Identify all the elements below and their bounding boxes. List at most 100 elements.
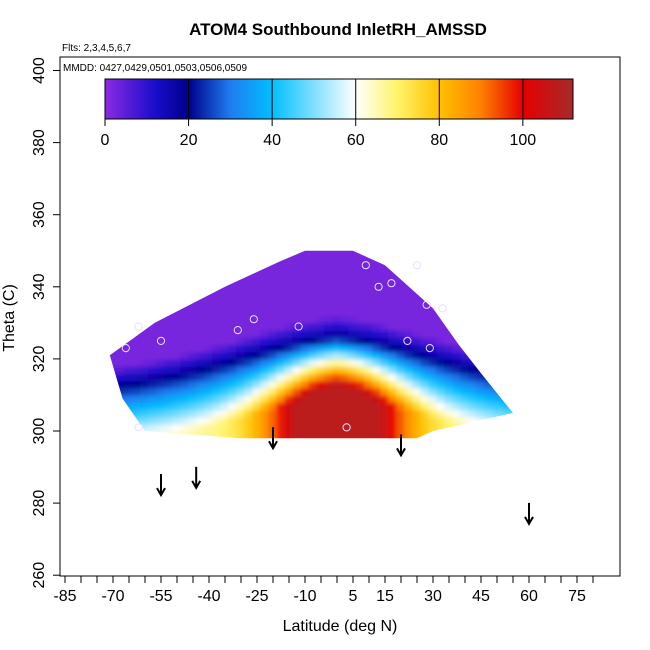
- x-tick-label: -40: [197, 588, 220, 605]
- rh-cell: [420, 308, 429, 317]
- rh-cell: [292, 279, 301, 288]
- rh-cell: [308, 265, 317, 273]
- rh-cell: [452, 387, 461, 396]
- rh-cell: [476, 380, 485, 389]
- rh-cell: [220, 358, 229, 367]
- rh-cell: [436, 294, 445, 302]
- rh-cell: [380, 387, 389, 396]
- rh-cell: [444, 358, 453, 367]
- rh-cell: [116, 394, 125, 403]
- rh-cell: [404, 294, 413, 302]
- rh-cell: [228, 301, 237, 309]
- rh-cell: [156, 250, 165, 259]
- rh-cell: [452, 402, 461, 410]
- rh-cell: [468, 330, 477, 338]
- rh-cell: [452, 250, 461, 259]
- rh-cell: [484, 337, 493, 346]
- profile-point: [233, 326, 242, 335]
- rh-cell: [276, 402, 285, 410]
- rh-cell: [156, 330, 165, 338]
- x-tick-label: 60: [520, 588, 538, 605]
- rh-cell: [252, 286, 261, 295]
- rh-cell: [364, 351, 373, 360]
- rh-cell: [500, 322, 509, 331]
- rh-cell: [364, 286, 373, 295]
- rh-cell: [164, 250, 173, 259]
- rh-cell: [244, 351, 253, 360]
- rh-cell: [124, 351, 133, 360]
- rh-cell: [244, 236, 253, 244]
- rh-cell: [316, 330, 325, 338]
- rh-cell: [452, 416, 461, 425]
- tropopause-arrow: [396, 434, 406, 458]
- rh-cell: [124, 315, 133, 324]
- rh-cell: [124, 387, 133, 396]
- rh-cell: [164, 294, 173, 302]
- rh-cell: [196, 380, 205, 389]
- rh-cell: [332, 286, 341, 295]
- rh-cell: [188, 236, 197, 244]
- rh-cell: [228, 431, 237, 439]
- rh-cell: [380, 250, 389, 252]
- rh-cell: [492, 315, 501, 324]
- rh-cell: [324, 279, 333, 288]
- rh-cell: [372, 315, 381, 324]
- y-tick-label: 360: [31, 201, 48, 228]
- rh-cell: [100, 438, 109, 446]
- rh-cell: [212, 279, 221, 288]
- rh-cell: [284, 366, 293, 374]
- rh-cell: [180, 366, 189, 374]
- rh-cell: [324, 337, 333, 346]
- rh-cell: [252, 358, 261, 367]
- rh-cell: [300, 250, 309, 252]
- rh-cell: [316, 286, 325, 295]
- rh-cell: [484, 258, 493, 266]
- rh-cell: [444, 258, 453, 266]
- rh-cell: [276, 344, 285, 353]
- rh-cell: [148, 308, 157, 317]
- rh-cell: [428, 315, 437, 324]
- rh-cell: [364, 366, 373, 374]
- rh-cell: [420, 322, 429, 331]
- rh-cell: [324, 387, 333, 396]
- rh-cell: [284, 250, 293, 252]
- rh-cell: [468, 416, 477, 425]
- rh-cell: [284, 279, 293, 288]
- rh-cell: [508, 431, 514, 439]
- rh-cell: [508, 402, 514, 410]
- profile-point: [134, 322, 143, 331]
- rh-cell: [460, 265, 469, 273]
- rh-cell: [420, 423, 429, 432]
- rh-cell: [156, 438, 165, 446]
- rh-cell: [268, 315, 277, 324]
- rh-cell: [316, 380, 325, 389]
- rh-cell: [244, 416, 253, 425]
- rh-cell: [508, 279, 514, 288]
- rh-cell: [508, 387, 514, 396]
- rh-cell: [436, 344, 445, 353]
- rh-cell: [100, 373, 109, 381]
- dates-note: MMDD: 0427,0429,0501,0503,0506,0509: [63, 63, 247, 74]
- rh-cell: [260, 387, 269, 396]
- rh-cell: [212, 301, 221, 309]
- rh-cell: [420, 294, 429, 302]
- rh-cell: [388, 330, 397, 338]
- rh-cell: [332, 373, 341, 382]
- rh-cell: [204, 258, 213, 266]
- rh-cell: [332, 301, 341, 309]
- rh-cell: [460, 416, 469, 425]
- rh-cell: [212, 250, 221, 259]
- rh-cell: [212, 431, 221, 439]
- rh-cell: [508, 337, 514, 346]
- rh-cell: [396, 366, 405, 374]
- rh-cell: [364, 301, 373, 309]
- rh-cell: [492, 294, 501, 302]
- rh-cell: [228, 416, 237, 425]
- rh-cell: [188, 344, 197, 353]
- rh-cell: [236, 250, 245, 259]
- rh-cell: [436, 279, 445, 288]
- rh-cell: [492, 258, 501, 266]
- rh-cell: [316, 272, 325, 281]
- rh-cell: [364, 431, 373, 439]
- rh-cell: [444, 272, 453, 281]
